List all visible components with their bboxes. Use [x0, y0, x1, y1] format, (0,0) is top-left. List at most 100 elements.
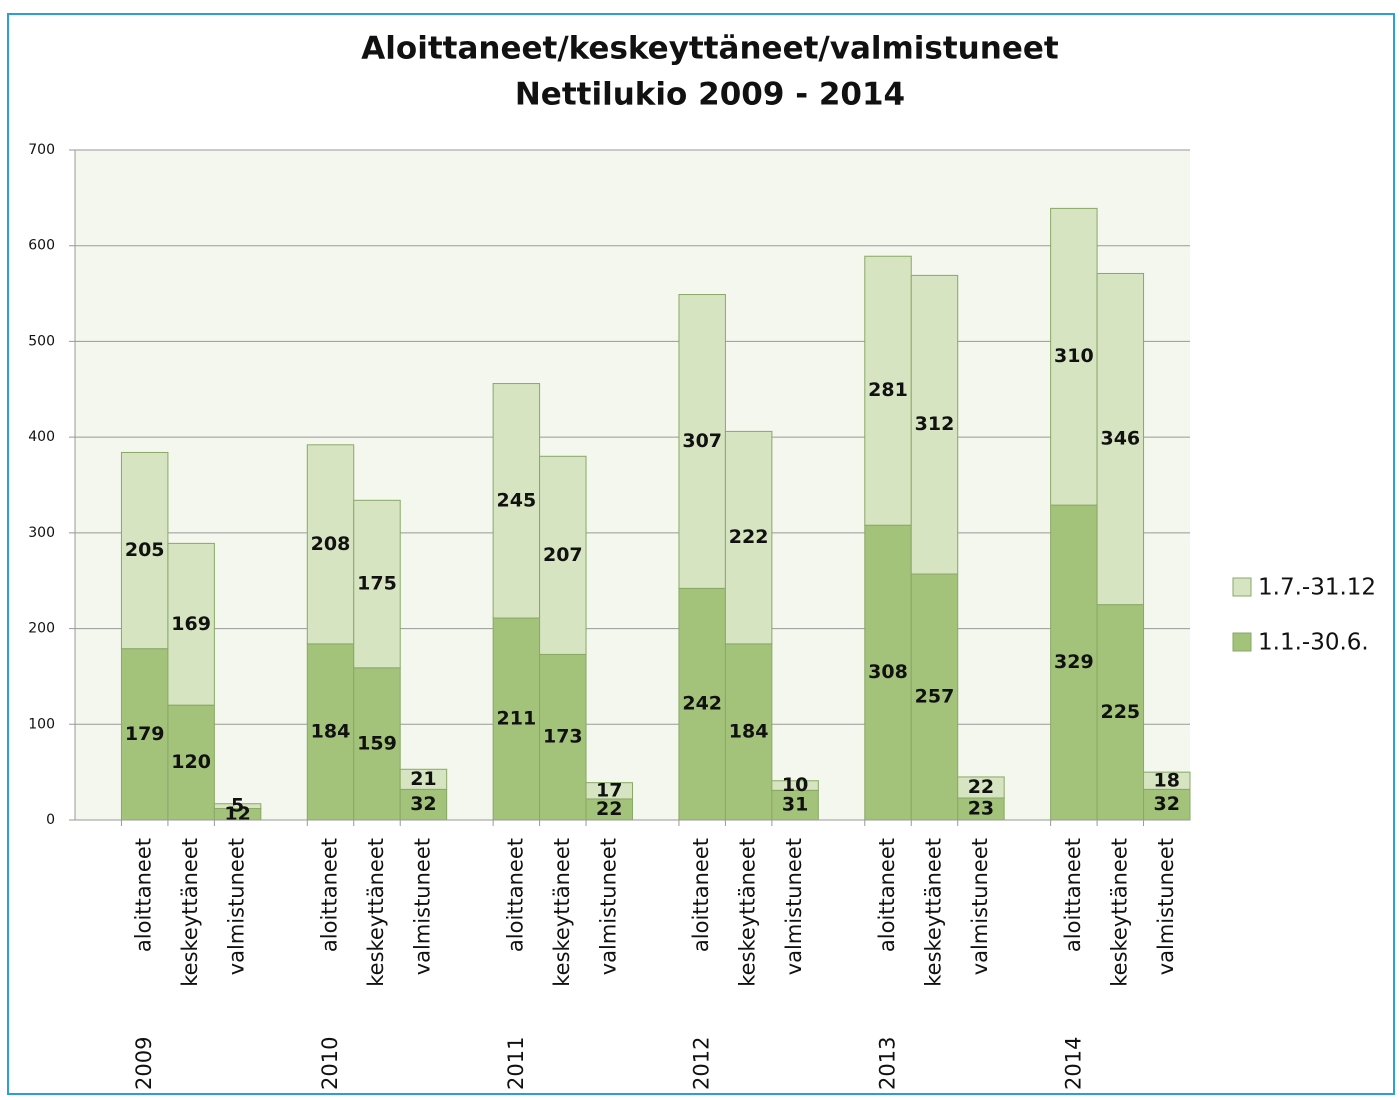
- x-tick-label: aloittaneet: [132, 838, 156, 952]
- y-tick-label: 500: [28, 333, 55, 349]
- x-tick-label: aloittaneet: [1061, 838, 1085, 952]
- plot-area: [75, 150, 1190, 820]
- x-tick-label: keskeyttäneet: [178, 838, 202, 987]
- bar-segment: [213, 803, 262, 810]
- chart-title: Aloittaneet/keskeyttäneet/valmistuneet: [361, 31, 1059, 67]
- chart-subtitle: Nettilukio 2009 - 2014: [515, 77, 905, 113]
- data-label: 308: [868, 661, 908, 683]
- data-label: 22: [596, 798, 622, 820]
- x-tick-label: aloittaneet: [318, 838, 342, 952]
- data-label: 242: [682, 693, 722, 715]
- legend-swatch: [1232, 577, 1252, 597]
- bar-segment: [864, 255, 912, 526]
- y-tick-label: 100: [28, 716, 55, 732]
- data-label: 32: [410, 793, 436, 815]
- data-label: 310: [1054, 345, 1094, 367]
- group-label: 2012: [690, 1037, 714, 1090]
- data-label: 169: [171, 613, 211, 635]
- x-tick-label: keskeyttäneet: [921, 838, 945, 987]
- data-label: 21: [410, 768, 436, 790]
- y-tick-label: 400: [28, 429, 55, 445]
- data-label: 281: [868, 379, 908, 401]
- bar-segment: [910, 573, 959, 821]
- data-label: 207: [543, 544, 583, 566]
- data-label: 173: [543, 726, 583, 748]
- x-tick-label: valmistuneet: [410, 838, 434, 975]
- data-label: 329: [1054, 651, 1094, 673]
- bar-segment: [957, 776, 1005, 799]
- x-tick-label: valmistuneet: [968, 838, 992, 975]
- x-tick-label: valmistuneet: [596, 838, 620, 975]
- bar-segment: [1143, 788, 1191, 821]
- group-label: 2011: [504, 1037, 528, 1090]
- data-label: 222: [729, 526, 769, 548]
- bar-segment: [1050, 207, 1098, 506]
- y-tick-label: 600: [28, 238, 55, 254]
- data-label: 22: [968, 776, 994, 798]
- x-tick-label: valmistuneet: [1154, 838, 1178, 975]
- data-label: 5: [231, 795, 244, 817]
- bar-segment: [1143, 771, 1191, 790]
- x-tick-label: keskeyttäneet: [1107, 838, 1131, 987]
- x-tick-label: valmistuneet: [782, 838, 806, 975]
- y-tick-label: 0: [46, 812, 55, 828]
- x-tick-label: aloittaneet: [503, 838, 527, 952]
- data-label: 32: [1154, 793, 1180, 815]
- data-label: 31: [782, 794, 808, 816]
- data-label: 12: [224, 803, 250, 825]
- bar-segment: [910, 274, 959, 575]
- bar-segment: [1096, 604, 1145, 821]
- bar-segment: [492, 617, 541, 821]
- data-label: 208: [311, 533, 351, 555]
- data-label: 205: [125, 539, 165, 561]
- data-label: 312: [915, 413, 955, 435]
- data-label: 184: [729, 720, 769, 742]
- bar-segment: [1096, 272, 1145, 606]
- data-label: 225: [1100, 701, 1140, 723]
- bar-segment: [353, 499, 401, 669]
- bar-segment: [492, 383, 541, 619]
- data-label: 257: [915, 686, 955, 708]
- bar-segment: [539, 455, 587, 655]
- legend-swatch: [1232, 632, 1252, 652]
- bar-segment: [399, 768, 448, 790]
- x-tick-label: keskeyttäneet: [364, 838, 388, 987]
- data-label: 307: [682, 430, 722, 452]
- x-tick-label: valmistuneet: [225, 838, 249, 975]
- bar-segment: [678, 587, 726, 821]
- bar-segment: [771, 780, 819, 791]
- data-label: 17: [596, 779, 622, 801]
- group-label: 2014: [1061, 1037, 1085, 1090]
- group-label: 2009: [132, 1037, 156, 1090]
- data-label: 179: [125, 723, 165, 745]
- x-tick-label: aloittaneet: [689, 838, 713, 952]
- y-tick-label: 700: [28, 142, 55, 158]
- data-label: 245: [497, 489, 537, 511]
- bar-segment: [306, 444, 355, 645]
- legend-label: 1.7.-31.12: [1258, 575, 1376, 601]
- bar-segment: [120, 451, 169, 650]
- data-label: 346: [1100, 428, 1140, 450]
- data-label: 120: [171, 751, 211, 773]
- x-tick-label: keskeyttäneet: [736, 838, 760, 987]
- data-label: 18: [1154, 769, 1180, 791]
- data-label: 211: [497, 708, 537, 730]
- data-label: 159: [357, 732, 397, 754]
- bar-segment: [585, 782, 634, 800]
- group-label: 2013: [875, 1037, 899, 1090]
- data-label: 175: [357, 573, 397, 595]
- data-label: 10: [782, 774, 808, 796]
- bar-segment: [399, 788, 448, 821]
- x-tick-label: aloittaneet: [875, 838, 899, 952]
- data-label: 23: [968, 797, 994, 819]
- bar-segment: [724, 430, 773, 645]
- legend-label: 1.1.-30.6.: [1258, 630, 1369, 656]
- bar-segment: [678, 294, 726, 589]
- data-label: 184: [311, 720, 351, 742]
- x-tick-label: keskeyttäneet: [550, 838, 574, 987]
- bar-segment: [167, 542, 215, 706]
- y-tick-label: 300: [28, 525, 55, 541]
- group-label: 2010: [318, 1037, 342, 1090]
- y-tick-label: 200: [28, 621, 55, 637]
